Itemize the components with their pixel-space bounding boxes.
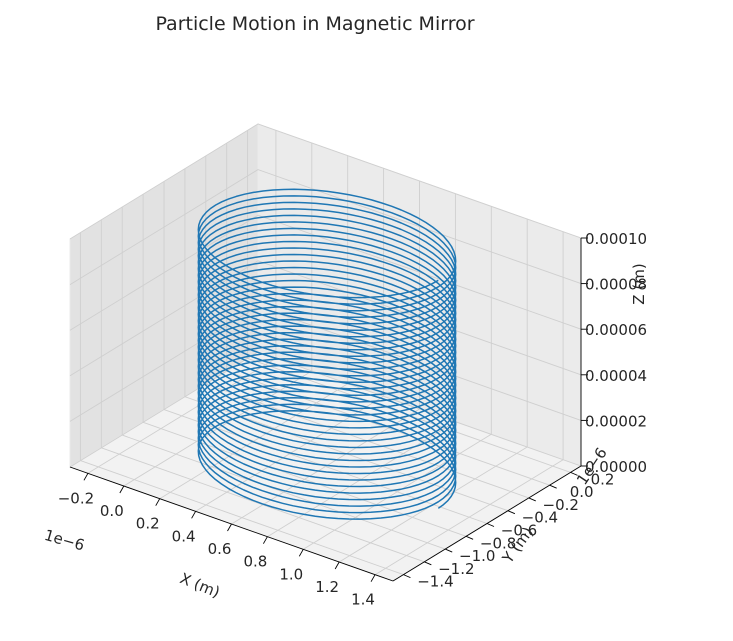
y-tick	[507, 510, 516, 515]
y-tick-label: −1.0	[459, 547, 495, 565]
z-gridline	[69, 260, 582, 377]
z-tick-label: 0.00002	[585, 412, 647, 430]
x-tick	[262, 536, 268, 544]
y-tick-label: −0.2	[543, 496, 579, 514]
y-tick-label: 0.0	[570, 483, 594, 501]
y-tick	[465, 535, 474, 540]
x-tick-label: 0.6	[208, 540, 232, 558]
x-tick-label: 0.2	[136, 515, 160, 533]
x-tick	[119, 485, 125, 494]
axes	[69, 237, 588, 582]
y-tick-label: −1.4	[417, 573, 453, 591]
x-tick	[334, 561, 340, 570]
y-tick-label: −1.2	[438, 560, 474, 578]
series-group	[197, 188, 457, 520]
x-tick	[83, 473, 89, 481]
y-tick	[424, 561, 432, 566]
y-tick-label: −0.6	[501, 522, 537, 540]
z-gridline	[69, 214, 582, 331]
y-tick	[570, 471, 578, 476]
x-tick	[155, 498, 161, 506]
y-tick	[528, 497, 536, 502]
x-tick-label: 0.0	[100, 502, 124, 520]
y-tick-label: 0.2	[591, 470, 615, 488]
y-tick	[549, 484, 557, 489]
z-tick-label: 0.00000	[585, 458, 647, 476]
x-axis-label: X (m)	[177, 569, 222, 601]
x-tick	[191, 511, 197, 519]
x-tick-label: −0.2	[58, 489, 94, 507]
series-line	[197, 188, 457, 520]
x-tick-label: 1.2	[315, 578, 339, 596]
x-tick	[298, 549, 304, 557]
y-tick-label: −0.8	[480, 534, 516, 552]
z-tick-label: 0.00010	[585, 230, 647, 248]
z-gridline	[69, 169, 582, 285]
y-tick	[486, 523, 495, 527]
x-offset-label: 1e−6	[42, 526, 86, 555]
y-tick	[445, 548, 453, 553]
y-tick-label: −0.4	[522, 509, 558, 527]
tick-labels: −0.20.00.20.40.60.81.01.21.4−1.4−1.2−1.0…	[58, 230, 647, 609]
x-tick-label: 1.4	[351, 591, 375, 609]
z-gridline	[69, 123, 582, 240]
x-tick-label: 0.4	[172, 527, 196, 545]
y-tick	[403, 574, 411, 579]
z-tick-label: 0.00004	[585, 367, 647, 385]
z-axis-label: Z (m)	[630, 263, 648, 304]
z-tick-label: 0.00008	[585, 276, 647, 294]
x-tick-label: 0.8	[243, 553, 267, 571]
chart-title: Particle Motion in Magnetic Mirror	[155, 13, 474, 35]
x-tick	[227, 523, 232, 532]
x-tick-label: 1.0	[279, 565, 303, 583]
x-tick	[370, 574, 376, 582]
z-tick-label: 0.00006	[585, 321, 647, 339]
